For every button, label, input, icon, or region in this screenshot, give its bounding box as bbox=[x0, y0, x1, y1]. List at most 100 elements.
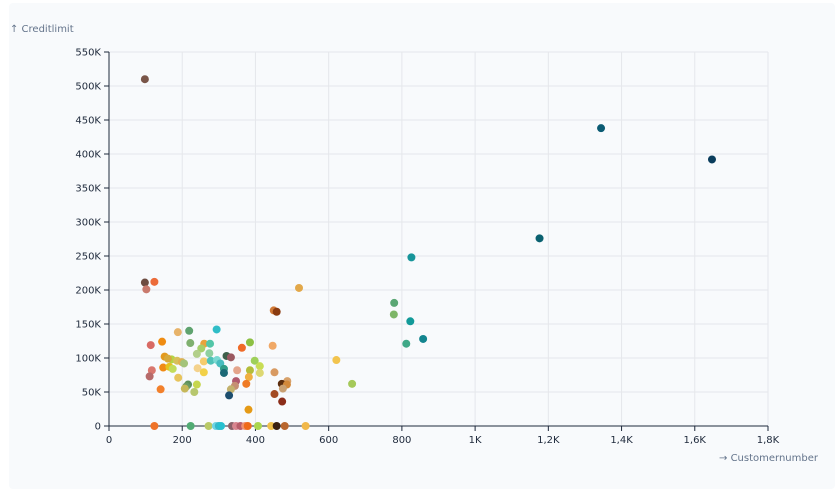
data-point[interactable] bbox=[389, 310, 398, 319]
data-point[interactable] bbox=[217, 422, 226, 430]
data-point[interactable] bbox=[193, 364, 202, 373]
data-point[interactable] bbox=[407, 253, 416, 262]
data-point[interactable] bbox=[206, 356, 215, 365]
data-point[interactable] bbox=[140, 75, 149, 84]
data-point[interactable] bbox=[199, 357, 208, 366]
data-point[interactable] bbox=[272, 422, 281, 430]
y-tick-label: 300K bbox=[75, 218, 101, 229]
data-point[interactable] bbox=[212, 325, 221, 334]
data-point[interactable] bbox=[185, 326, 194, 335]
x-axis-ticks: 0 200 400 600 800 1K 1,2K 1,4K 1,6K 1,8K bbox=[106, 426, 780, 446]
data-point[interactable] bbox=[174, 373, 183, 382]
data-point[interactable] bbox=[225, 391, 234, 400]
data-point[interactable] bbox=[163, 354, 172, 363]
data-point[interactable] bbox=[278, 384, 287, 393]
data-point[interactable] bbox=[245, 338, 254, 347]
data-point[interactable] bbox=[168, 364, 177, 373]
data-point[interactable] bbox=[535, 234, 544, 243]
data-point[interactable] bbox=[150, 277, 159, 286]
data-point[interactable] bbox=[156, 385, 165, 394]
data-point[interactable] bbox=[159, 363, 168, 372]
data-point[interactable] bbox=[190, 388, 199, 396]
y-axis-label: ↑ Creditlimit bbox=[10, 24, 74, 35]
data-point[interactable] bbox=[272, 307, 281, 316]
data-point[interactable] bbox=[301, 422, 310, 430]
chart-panel bbox=[9, 3, 835, 489]
data-point[interactable] bbox=[150, 422, 159, 430]
data-point[interactable] bbox=[197, 344, 206, 353]
x-tick-label: 200 bbox=[173, 435, 192, 446]
y-tick-label: 250K bbox=[75, 252, 101, 263]
grid-lines bbox=[109, 51, 769, 426]
data-point[interactable] bbox=[332, 356, 341, 365]
data-point[interactable] bbox=[204, 422, 213, 430]
y-axis-ticks: 0 50K 100K 150K 200K 250K 300K 350K 400K 450K 500K… bbox=[75, 48, 109, 433]
data-point[interactable] bbox=[267, 422, 276, 430]
data-point[interactable] bbox=[140, 278, 149, 287]
x-tick-label: 1K bbox=[469, 435, 482, 446]
data-point[interactable] bbox=[173, 328, 182, 337]
y-tick-label: 550K bbox=[75, 48, 101, 59]
data-point[interactable] bbox=[244, 373, 253, 382]
data-point[interactable] bbox=[237, 343, 246, 352]
x-axis-label: → Customernumber bbox=[719, 453, 819, 464]
data-point[interactable] bbox=[243, 422, 252, 430]
data-point[interactable] bbox=[270, 368, 279, 377]
data-point[interactable] bbox=[242, 379, 251, 388]
data-point[interactable] bbox=[295, 283, 304, 292]
data-point[interactable] bbox=[146, 341, 155, 350]
data-points bbox=[140, 75, 716, 430]
data-point[interactable] bbox=[205, 349, 214, 358]
x-tick-label: 1,8K bbox=[757, 435, 780, 446]
data-point[interactable] bbox=[280, 422, 289, 430]
data-point[interactable] bbox=[219, 368, 228, 377]
data-point[interactable] bbox=[142, 285, 151, 294]
x-tick-label: 600 bbox=[319, 435, 338, 446]
y-tick-label: 450K bbox=[75, 116, 101, 127]
data-point[interactable] bbox=[278, 397, 287, 406]
data-point[interactable] bbox=[158, 337, 167, 346]
data-point[interactable] bbox=[255, 368, 264, 377]
data-point[interactable] bbox=[226, 385, 235, 394]
y-tick-label: 350K bbox=[75, 184, 101, 195]
data-point[interactable] bbox=[254, 422, 263, 430]
data-point[interactable] bbox=[707, 155, 716, 164]
data-point[interactable] bbox=[245, 366, 254, 375]
y-tick-label: 150K bbox=[75, 320, 101, 331]
x-tick-label: 400 bbox=[246, 435, 265, 446]
x-tick-label: 1,4K bbox=[610, 435, 633, 446]
data-point[interactable] bbox=[233, 366, 242, 375]
data-point[interactable] bbox=[180, 359, 189, 368]
x-tick-label: 1,6K bbox=[684, 435, 707, 446]
data-point[interactable] bbox=[199, 368, 208, 377]
data-point[interactable] bbox=[244, 405, 253, 414]
data-point[interactable] bbox=[390, 298, 399, 307]
data-point[interactable] bbox=[180, 384, 189, 393]
data-point[interactable] bbox=[250, 356, 259, 365]
data-point[interactable] bbox=[206, 339, 215, 348]
y-tick-label: 400K bbox=[75, 150, 101, 161]
data-point[interactable] bbox=[192, 380, 201, 389]
data-point[interactable] bbox=[597, 124, 606, 133]
data-point[interactable] bbox=[226, 353, 235, 362]
y-tick-label: 100K bbox=[75, 354, 101, 365]
data-point[interactable] bbox=[402, 339, 411, 348]
data-point[interactable] bbox=[419, 334, 428, 343]
x-tick-label: 800 bbox=[392, 435, 411, 446]
data-point[interactable] bbox=[406, 317, 415, 326]
data-point[interactable] bbox=[186, 422, 195, 430]
data-point[interactable] bbox=[268, 341, 277, 350]
data-point[interactable] bbox=[348, 379, 357, 388]
data-point[interactable] bbox=[192, 349, 201, 358]
data-point[interactable] bbox=[270, 390, 279, 399]
axes bbox=[108, 52, 768, 427]
data-point[interactable] bbox=[147, 366, 156, 375]
data-point[interactable] bbox=[186, 339, 195, 348]
data-point[interactable] bbox=[145, 372, 154, 381]
y-tick-label: 500K bbox=[75, 82, 101, 93]
y-tick-label: 0 bbox=[95, 422, 101, 433]
y-tick-label: 50K bbox=[82, 388, 102, 399]
x-tick-label: 0 bbox=[106, 435, 112, 446]
data-point[interactable] bbox=[255, 362, 264, 371]
